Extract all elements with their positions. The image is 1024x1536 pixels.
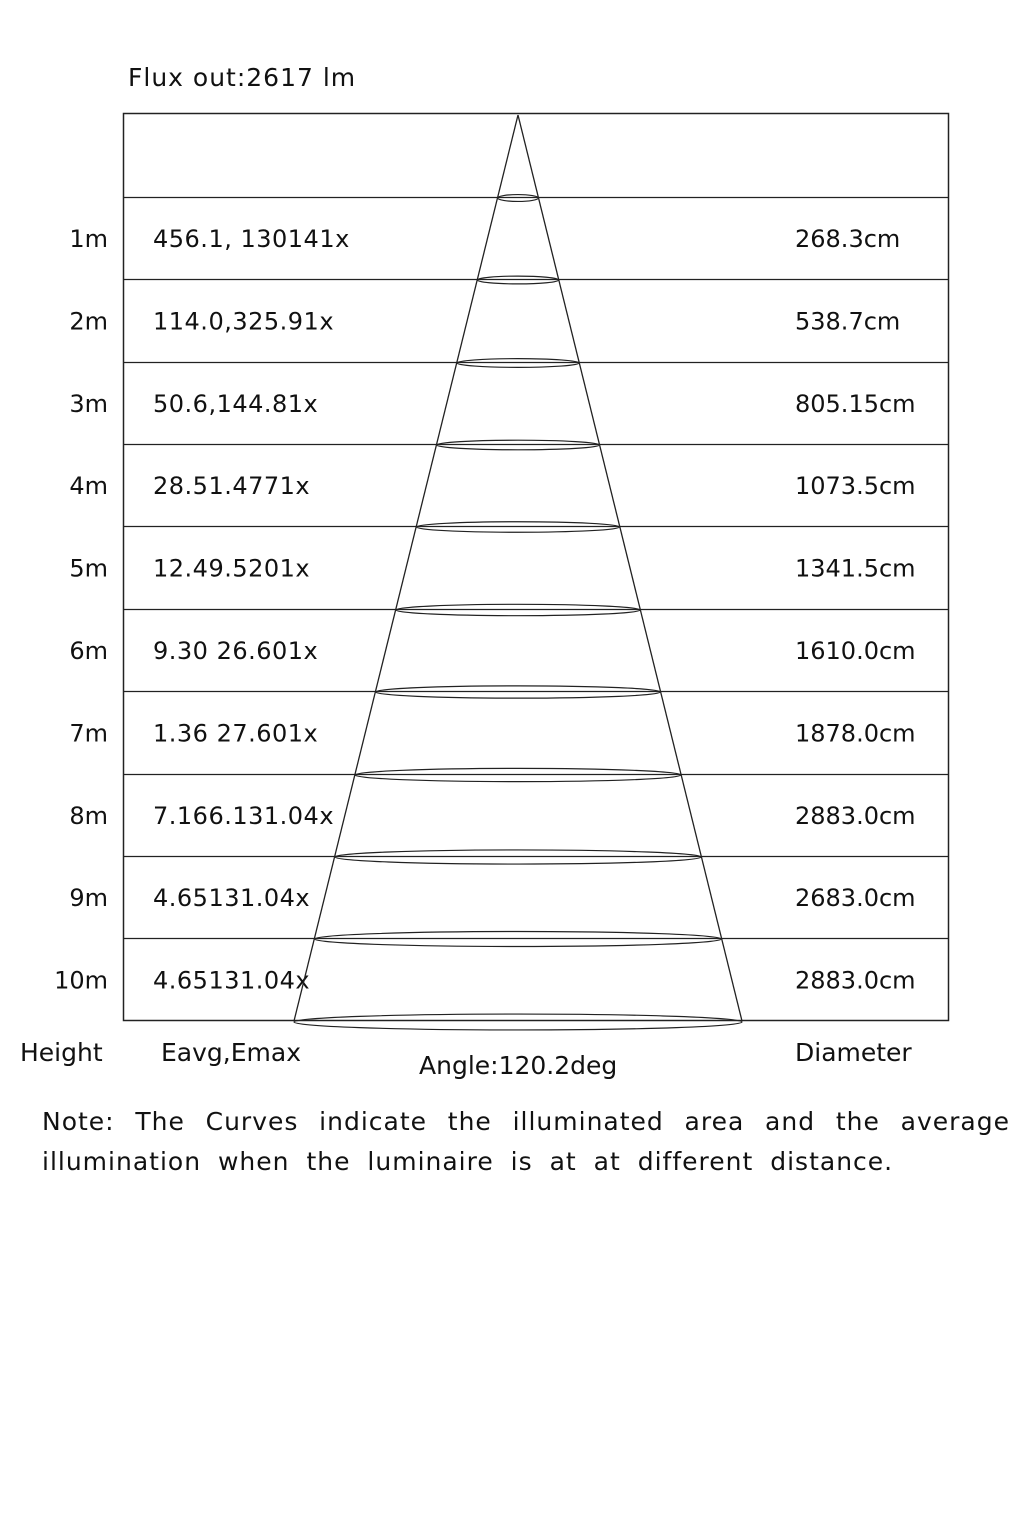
table-row: 8m 7.166.131.04x 2883.0cm bbox=[69, 802, 915, 830]
illuminated-area-ellipse bbox=[497, 193, 539, 203]
illuminated-area-ellipse bbox=[436, 439, 600, 451]
height-value: 6m bbox=[69, 637, 108, 665]
cone-right-edge bbox=[517, 114, 743, 1022]
illuminated-area-ellipse bbox=[313, 930, 723, 948]
height-value: 3m bbox=[69, 390, 108, 418]
height-value: 2m bbox=[69, 308, 108, 336]
illuminated-area-ellipse bbox=[354, 767, 682, 783]
height-column-label: Height bbox=[20, 1038, 103, 1067]
diameter-value: 2683.0cm bbox=[795, 884, 916, 912]
eavg-emax-value: 456.1, 130141x bbox=[153, 225, 350, 253]
angle-label: Angle:120.2deg bbox=[419, 1051, 617, 1080]
illuminated-area-ellipse bbox=[415, 521, 621, 533]
eavg-emax-value: 28.51.4771x bbox=[153, 472, 310, 500]
height-value: 1m bbox=[69, 225, 108, 253]
table-row: 1m 456.1, 130141x 268.3cm bbox=[69, 225, 900, 253]
table-row: 3m 50.6,144.81x 805.15cm bbox=[69, 390, 915, 418]
table-frame bbox=[122, 112, 950, 1022]
table-row: 5m 12.49.5201x 1341.5cm bbox=[69, 555, 915, 583]
diameter-value: 1073.5cm bbox=[795, 472, 916, 500]
diameter-value: 538.7cm bbox=[795, 308, 900, 336]
illuminated-area-ellipse bbox=[334, 849, 702, 865]
height-value: 10m bbox=[54, 967, 108, 995]
eavg-emax-value: 4.65131.04x bbox=[153, 967, 310, 995]
table-row: 10m 4.65131.04x 2883.0cm bbox=[54, 967, 915, 995]
eavg-emax-value: 7.166.131.04x bbox=[153, 802, 334, 830]
table-row: 6m 9.30 26.601x 1610.0cm bbox=[69, 637, 915, 665]
table-row: 2m 114.0,325.91x 538.7cm bbox=[69, 308, 900, 336]
illuminated-area-ellipse bbox=[395, 603, 641, 617]
eavg-emax-value: 50.6,144.81x bbox=[153, 390, 318, 418]
table-row: 7m 1.36 27.601x 1878.0cm bbox=[69, 720, 915, 748]
eavg-emax-value: 1.36 27.601x bbox=[153, 720, 318, 748]
illuminated-area-ellipse bbox=[293, 1013, 743, 1031]
diameter-value: 805.15cm bbox=[795, 390, 916, 418]
eavg-emax-value: 4.65131.04x bbox=[153, 884, 310, 912]
diameter-value: 268.3cm bbox=[795, 225, 900, 253]
note-text: Note: The Curves indicate the illuminate… bbox=[42, 1107, 1010, 1176]
illuminated-area-ellipse bbox=[476, 275, 560, 285]
diameter-column-label: Diameter bbox=[795, 1038, 912, 1067]
eavg-emax-value: 12.49.5201x bbox=[153, 555, 310, 583]
height-value: 7m bbox=[69, 720, 108, 748]
diameter-value: 2883.0cm bbox=[795, 802, 916, 830]
eavg-emax-value: 114.0,325.91x bbox=[153, 308, 334, 336]
diameter-value: 2883.0cm bbox=[795, 967, 916, 995]
cone-left-edge bbox=[293, 114, 519, 1022]
diameter-value: 1341.5cm bbox=[795, 555, 916, 583]
diameter-value: 1878.0cm bbox=[795, 720, 916, 748]
height-value: 9m bbox=[69, 884, 108, 912]
table-row: 9m 4.65131.04x 2683.0cm bbox=[69, 884, 915, 912]
diameter-value: 1610.0cm bbox=[795, 637, 916, 665]
table-row: 4m 28.51.4771x 1073.5cm bbox=[69, 472, 915, 500]
height-value: 4m bbox=[69, 472, 108, 500]
eavg-emax-column-label: Eavg,Emax bbox=[161, 1038, 301, 1067]
eavg-emax-value: 9.30 26.601x bbox=[153, 637, 318, 665]
illuminated-area-ellipse bbox=[456, 358, 580, 368]
height-value: 8m bbox=[69, 802, 108, 830]
height-value: 5m bbox=[69, 555, 108, 583]
flux-out-label: Flux out:2617 lm bbox=[128, 63, 356, 92]
illuminated-area-ellipse bbox=[374, 685, 662, 699]
